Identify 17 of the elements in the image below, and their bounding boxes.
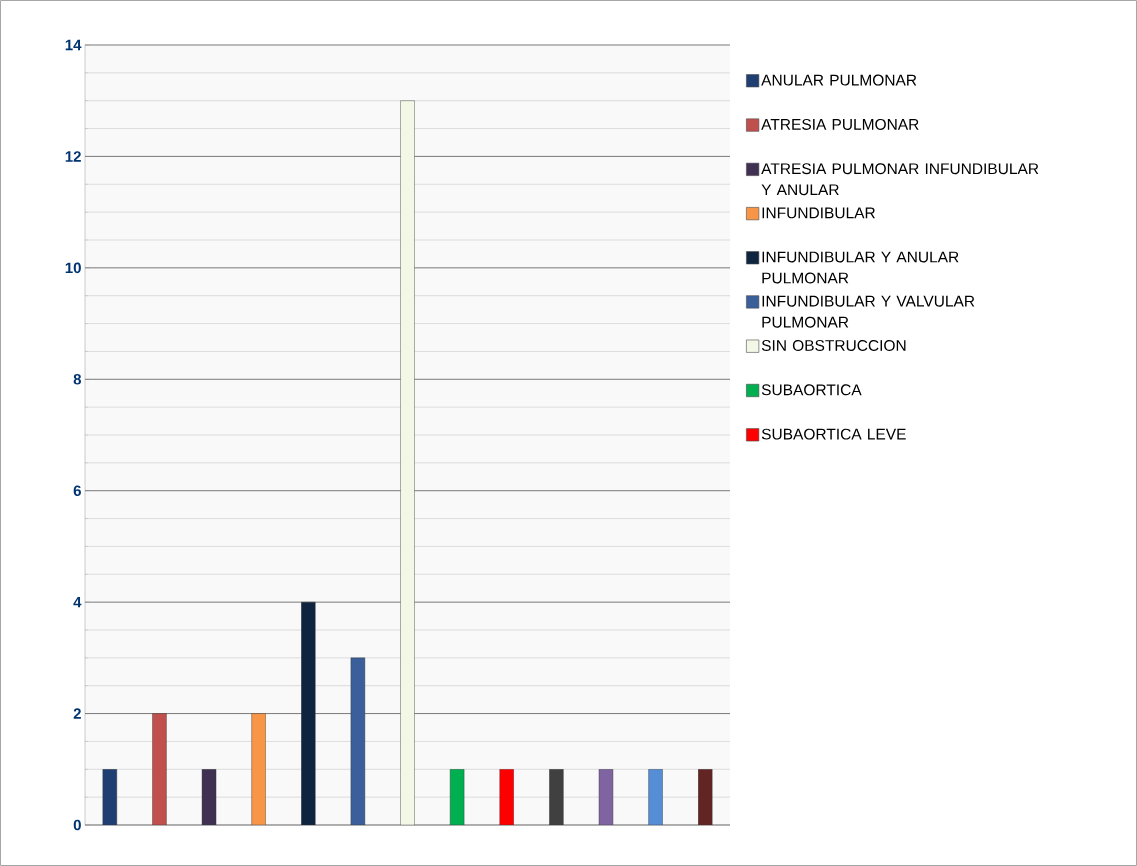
legend-label: SIN OBSTRUCCION (761, 340, 906, 351)
legend-label: SUBAORTICA LEVE (761, 428, 906, 440)
y-tick-label: 4 (73, 596, 82, 608)
y-tick-label: 6 (73, 485, 81, 497)
y-tick-label: 12 (65, 151, 81, 162)
legend-label: INFUNDIBULAR (762, 207, 875, 219)
y-tick-label: 14 (65, 39, 82, 51)
legend-label: SUBAORTICA (761, 384, 862, 396)
y-tick-label: 0 (73, 819, 81, 831)
y-tick-label: 2 (73, 708, 81, 719)
y-tick-label: 10 (65, 262, 81, 274)
legend-label: ATRESIA PULMONAR INFUNDIBULAR Y ANULAR (761, 163, 1039, 196)
legend-label: ANULAR PULMONAR (761, 74, 917, 86)
legend-label: INFUNDIBULAR Y VALVULAR PULMONAR (762, 295, 975, 328)
legend-label: INFUNDIBULAR Y ANULAR PULMONAR (762, 251, 959, 284)
legend-label: ATRESIA PULMONAR (761, 118, 919, 130)
y-tick-label: 8 (73, 373, 82, 385)
